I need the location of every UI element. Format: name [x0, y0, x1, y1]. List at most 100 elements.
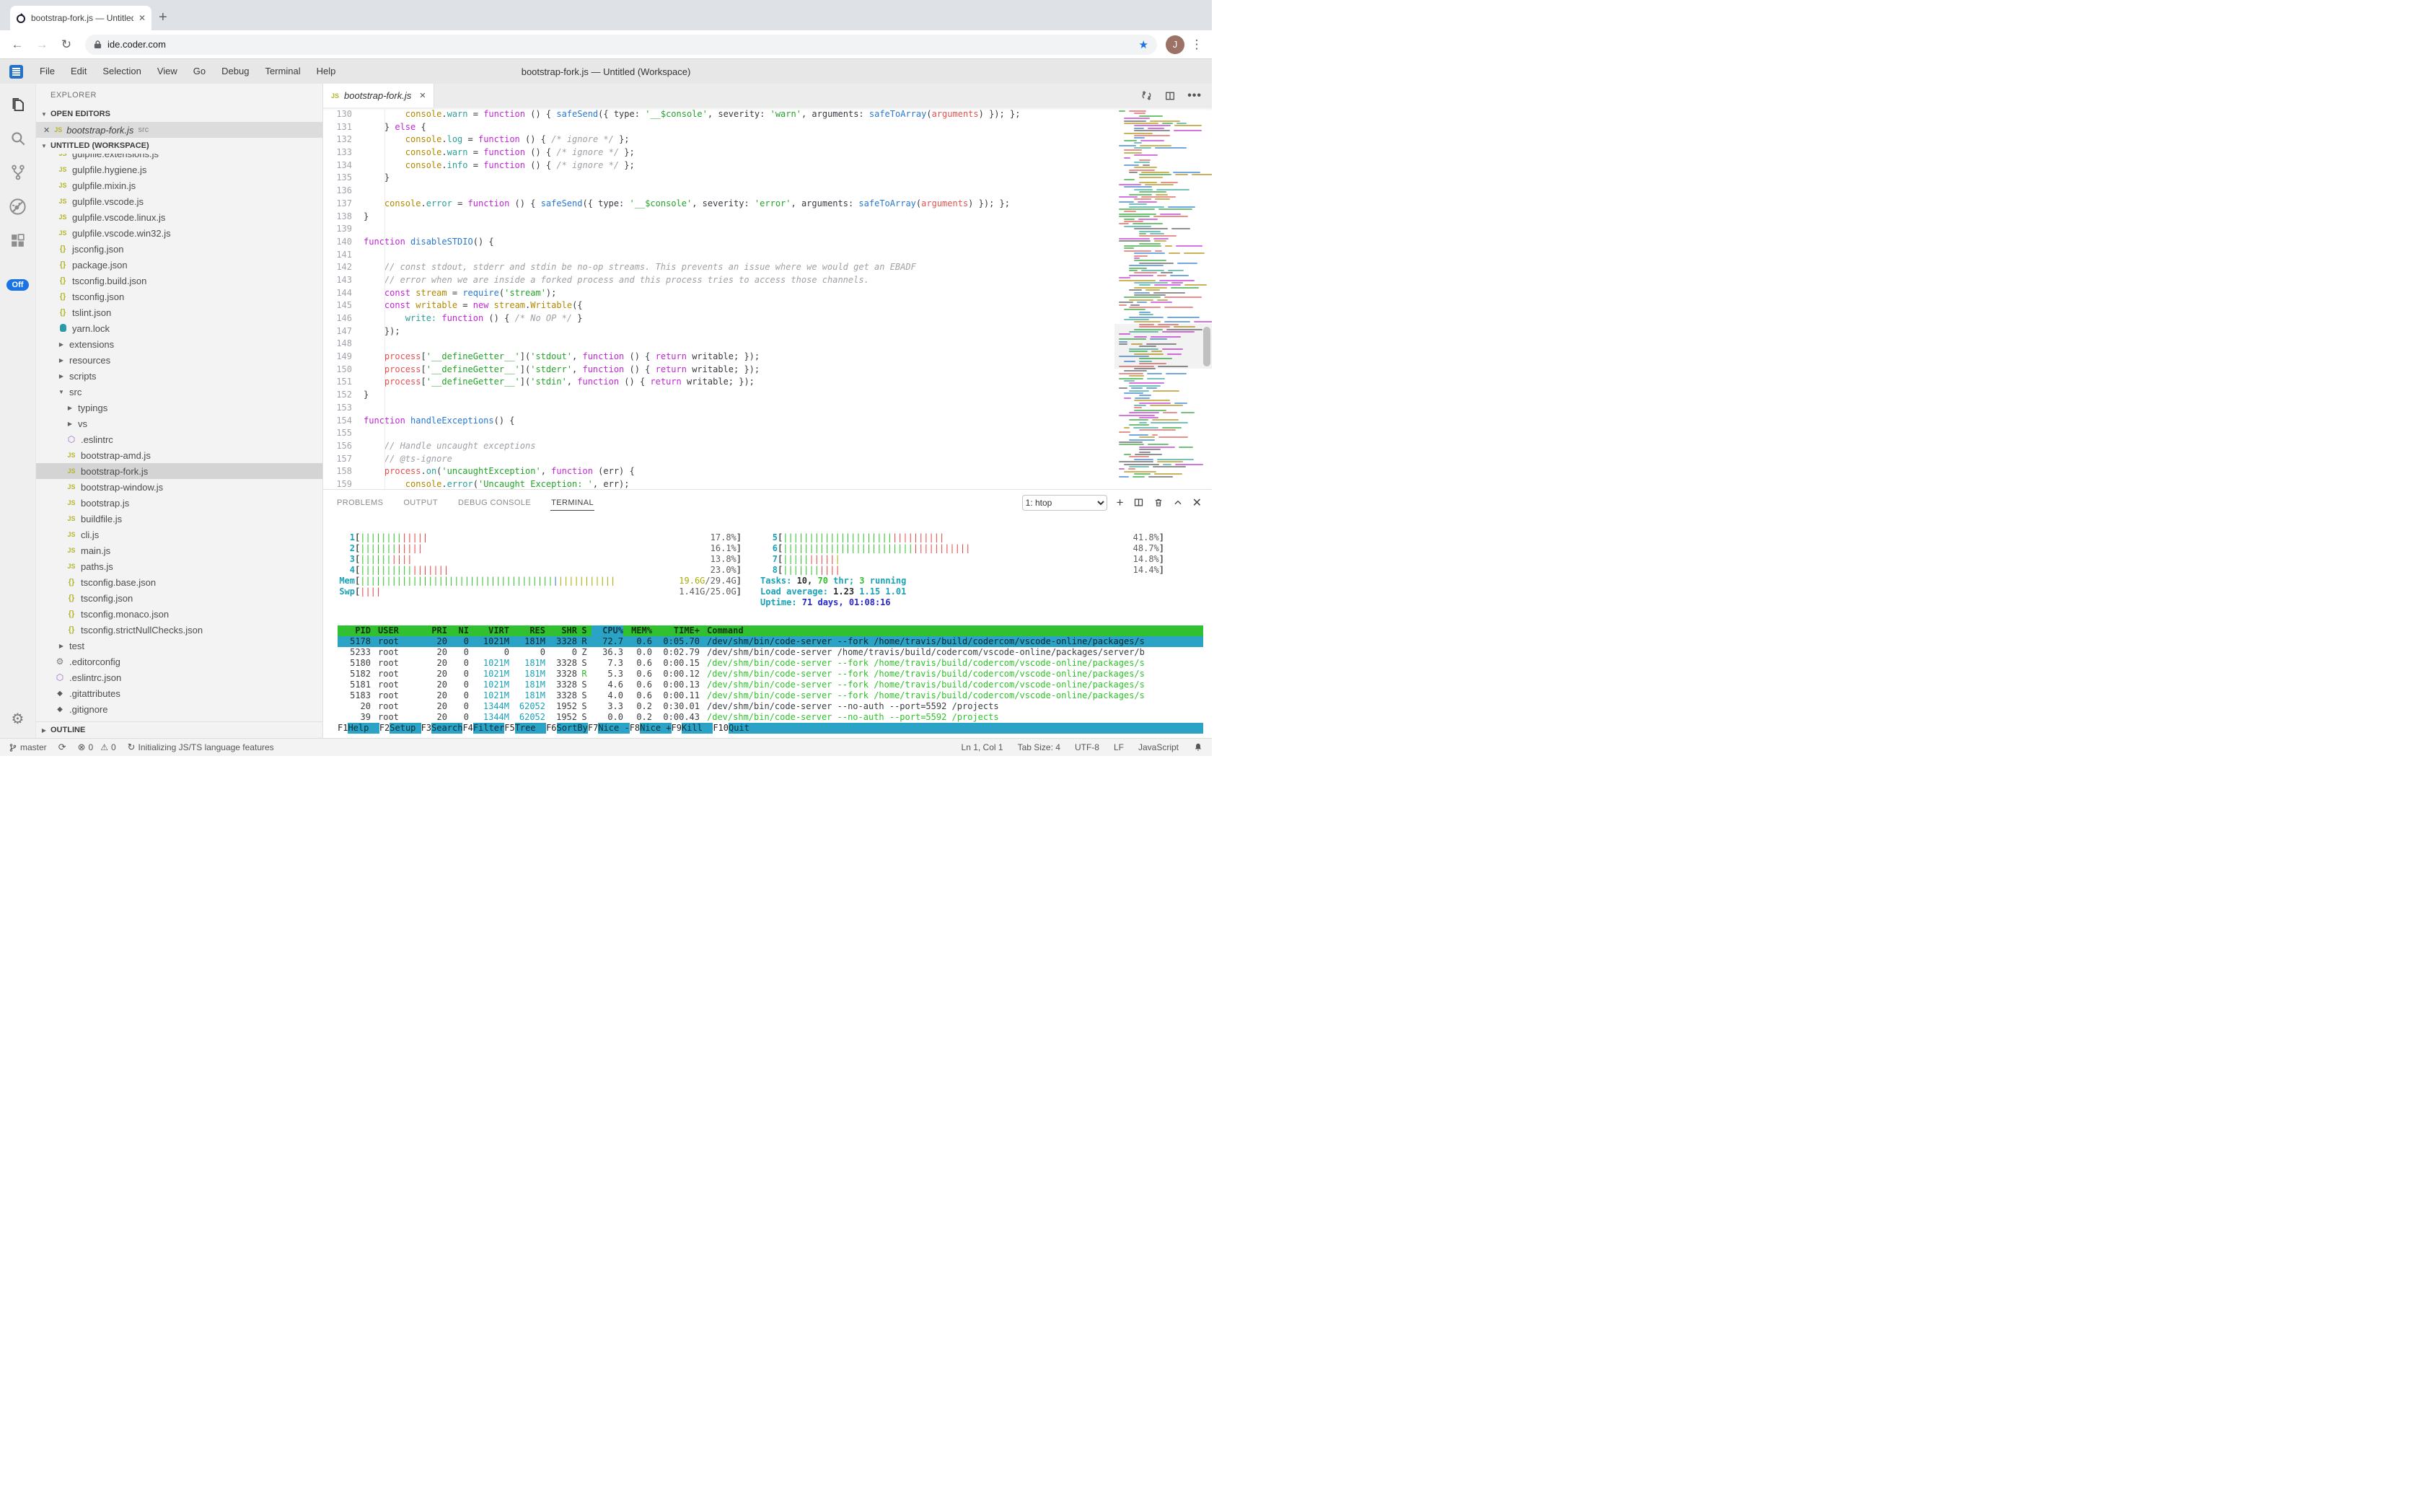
tab-size[interactable]: Tab Size: 4	[1017, 742, 1060, 752]
menu-help[interactable]: Help	[316, 66, 336, 76]
tree-item-gulpfile.vscode.win32.js[interactable]: JS gulpfile.vscode.win32.js	[36, 225, 322, 241]
panel-tab-debug-console[interactable]: DEBUG CONSOLE	[457, 498, 532, 507]
menu-terminal[interactable]: Terminal	[265, 66, 301, 76]
fkey-action-tree[interactable]: Tree	[514, 723, 547, 734]
menu-edit[interactable]: Edit	[70, 66, 87, 76]
tree-item-.editorconfig[interactable]: ⚙ .editorconfig	[36, 654, 322, 669]
tree-item-tsconfig.json[interactable]: {} tsconfig.json	[36, 590, 322, 606]
menu-view[interactable]: View	[157, 66, 177, 76]
tree-item-gulpfile.hygiene.js[interactable]: JS gulpfile.hygiene.js	[36, 162, 322, 177]
tree-item-test[interactable]: ▶ test	[36, 638, 322, 654]
menu-file[interactable]: File	[40, 66, 55, 76]
tree-item-buildfile.js[interactable]: JS buildfile.js	[36, 511, 322, 527]
tree-item-extensions[interactable]: ▶ extensions	[36, 336, 322, 352]
fkey-f9[interactable]: F9	[671, 723, 682, 733]
reload-icon[interactable]: ↻	[61, 37, 72, 51]
column-header-ni[interactable]: NI	[458, 625, 469, 636]
process-row[interactable]: 5178 root 20 0 1021M 181M 3328 R 72.7 0.6 0:05.70/…	[338, 636, 1203, 647]
fkey-f5[interactable]: F5	[504, 723, 515, 733]
tree-item-jsconfig.json[interactable]: {} jsconfig.json	[36, 241, 322, 257]
column-header-cpu[interactable]: CPU%	[592, 625, 623, 636]
open-editor-item[interactable]: ✕ JS bootstrap-fork.js src	[36, 122, 322, 138]
tab-close-icon[interactable]: ✕	[138, 13, 146, 23]
column-header-s[interactable]: S	[581, 625, 587, 636]
tree-item-.gitignore[interactable]: ◆ .gitignore	[36, 701, 322, 717]
fkey-action-help[interactable]: Help	[348, 723, 379, 734]
new-tab-button[interactable]: +	[159, 9, 167, 25]
toggle-sync-icon[interactable]	[1140, 89, 1153, 102]
tree-item-tsconfig.strictNullChecks.json[interactable]: {} tsconfig.strictNullChecks.json	[36, 622, 322, 638]
menu-go[interactable]: Go	[193, 66, 206, 76]
tree-item-cli.js[interactable]: JS cli.js	[36, 527, 322, 542]
close-icon[interactable]: ✕	[43, 126, 50, 135]
column-header-virt[interactable]: VIRT	[488, 625, 509, 636]
notifications-bell-icon[interactable]	[1193, 742, 1203, 752]
tab-close-icon[interactable]: ✕	[419, 92, 426, 100]
tree-item-main.js[interactable]: JS main.js	[36, 542, 322, 558]
column-header-pri[interactable]: PRI	[431, 625, 447, 636]
extensions-icon[interactable]	[7, 229, 29, 251]
browser-menu-icon[interactable]: ⋮	[1190, 37, 1203, 51]
process-row[interactable]: 5233 root 20 0 0 0 0 Z 36.3 0.0 0:02.79/dev/shm/bi…	[350, 647, 1145, 657]
column-header-cmd[interactable]: Command	[707, 625, 744, 636]
tree-item-resources[interactable]: ▶ resources	[36, 352, 322, 368]
fkey-f4[interactable]: F4	[462, 723, 473, 733]
git-branch-status[interactable]: master	[9, 742, 47, 752]
tree-item-.gitattributes[interactable]: ◆ .gitattributes	[36, 685, 322, 701]
encoding[interactable]: UTF-8	[1074, 742, 1099, 752]
section-open-editors[interactable]: ▼ OPEN EDITORS	[41, 110, 110, 118]
language-mode[interactable]: JavaScript	[1138, 742, 1179, 752]
tree-item-.eslintrc.json[interactable]: ⬡ .eslintrc.json	[36, 669, 322, 685]
process-row[interactable]: 39 root 20 0 1344M 62052 1952 S 0.0 0.2 0:00.43/de…	[360, 712, 999, 722]
fkey-action-kill[interactable]: Kill	[681, 723, 713, 734]
close-panel-icon[interactable]: ✕	[1192, 496, 1202, 509]
tree-item-bootstrap-fork.js[interactable]: JS bootstrap-fork.js	[36, 463, 322, 479]
editor-tab[interactable]: JS bootstrap-fork.js ✕	[323, 84, 435, 107]
tree-item-tsconfig.build.json[interactable]: {} tsconfig.build.json	[36, 273, 322, 289]
fkey-f7[interactable]: F7	[587, 723, 599, 733]
forward-icon[interactable]: →	[35, 37, 48, 51]
tree-item-src[interactable]: ▼ src	[36, 384, 322, 400]
fkey-f1[interactable]: F1	[338, 723, 348, 733]
search-icon[interactable]	[7, 128, 29, 149]
fkey-f6[interactable]: F6	[546, 723, 557, 733]
new-terminal-icon[interactable]: +	[1116, 495, 1124, 509]
process-row[interactable]: 5180 root 20 0 1021M 181M 3328 S 7.3 0.6 0:00.15/d…	[350, 658, 1145, 668]
explorer-icon[interactable]	[7, 94, 29, 115]
fkey-action-nice[interactable]: Nice +	[640, 723, 672, 734]
menu-debug[interactable]: Debug	[221, 66, 250, 76]
sync-status[interactable]: ⟳	[58, 742, 66, 753]
column-header-pid[interactable]: PID	[355, 625, 371, 636]
fkey-action-sortby[interactable]: SortBy	[556, 723, 588, 734]
maximize-panel-icon[interactable]	[1173, 498, 1183, 508]
process-row[interactable]: 20 root 20 0 1344M 62052 1952 S 3.3 0.2 0:30.01/de…	[360, 701, 999, 711]
code-editor[interactable]: 130 console.warn = function () { safeSen…	[323, 107, 1212, 489]
tree-item-bootstrap.js[interactable]: JS bootstrap.js	[36, 495, 322, 511]
split-editor-icon[interactable]	[1164, 90, 1176, 102]
column-header-time[interactable]: TIME+	[673, 625, 700, 636]
column-header-mem[interactable]: MEM%	[631, 625, 652, 636]
fkey-action-filter[interactable]: Filter	[472, 723, 505, 734]
process-row[interactable]: 5183 root 20 0 1021M 181M 3328 S 4.0 0.6 0:00.11/d…	[350, 690, 1145, 700]
column-header-shr[interactable]: SHR	[561, 625, 577, 636]
debug-icon[interactable]	[7, 195, 29, 217]
off-toggle-badge[interactable]: Off	[6, 279, 30, 291]
fkey-f2[interactable]: F2	[379, 723, 390, 733]
source-control-icon[interactable]	[7, 162, 29, 183]
terminal-output[interactable]: 1[||||||||||||| 17.8%] 2[|||||||||||| 16.1%…	[323, 515, 1212, 738]
settings-gear-icon[interactable]: ⚙	[11, 711, 25, 727]
tree-item-gulpfile.extensions.js[interactable]: JS gulpfile.extensions.js	[36, 154, 322, 162]
kill-terminal-icon[interactable]	[1153, 497, 1164, 508]
tree-item-gulpfile.vscode.js[interactable]: JS gulpfile.vscode.js	[36, 193, 322, 209]
more-actions-icon[interactable]: •••	[1187, 89, 1202, 102]
fkey-f8[interactable]: F8	[629, 723, 641, 733]
tree-item-gulpfile.vscode.linux.js[interactable]: JS gulpfile.vscode.linux.js	[36, 209, 322, 225]
tree-item-.eslintrc[interactable]: ⬡ .eslintrc	[36, 431, 322, 447]
tree-item-bootstrap-window.js[interactable]: JS bootstrap-window.js	[36, 479, 322, 495]
section-workspace[interactable]: ▼ UNTITLED (WORKSPACE)	[41, 141, 149, 150]
process-row[interactable]: 5181 root 20 0 1021M 181M 3328 S 4.6 0.6 0:00.13/d…	[350, 680, 1145, 690]
fkey-f10[interactable]: F10	[713, 723, 729, 733]
column-header-user[interactable]: USER	[378, 625, 399, 636]
cursor-position[interactable]: Ln 1, Col 1	[961, 742, 1003, 752]
fkey-action-nice[interactable]: Nice -	[598, 723, 630, 734]
